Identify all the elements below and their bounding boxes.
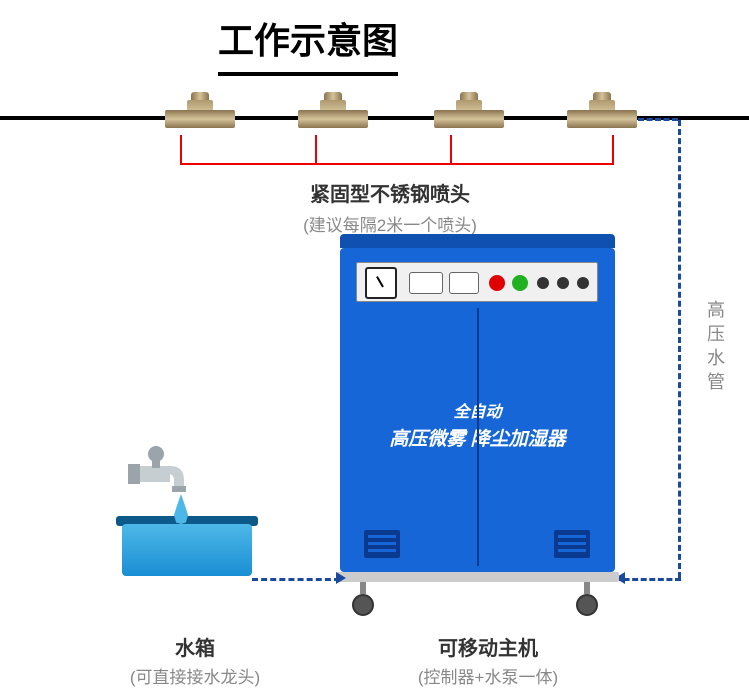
- water-in-pipe: [252, 578, 340, 581]
- spacing-bracket: [180, 135, 614, 165]
- host-label: 可移动主机 (控制器+水泵一体): [398, 632, 578, 688]
- nozzle: [434, 92, 504, 128]
- knob[interactable]: [557, 277, 569, 289]
- hp-pipe-vert: [678, 120, 681, 578]
- pressure-gauge: [365, 267, 397, 299]
- diagram-title: 工作示意图: [218, 12, 398, 76]
- host-label-sub: (控制器+水泵一体): [398, 663, 578, 688]
- vent: [364, 530, 400, 558]
- host-label-main: 可移动主机: [398, 632, 578, 661]
- caster: [352, 582, 374, 616]
- water-in-arrow-icon: [336, 572, 346, 584]
- hp-pipe-top: [638, 118, 678, 121]
- stop-button[interactable]: [489, 275, 505, 291]
- tank-label-sub: (可直接接水龙头): [110, 663, 280, 688]
- machine-base: [336, 572, 619, 582]
- control-panel: [356, 262, 598, 302]
- caster: [576, 582, 598, 616]
- display: [409, 272, 443, 294]
- display: [449, 272, 479, 294]
- start-button[interactable]: [512, 275, 528, 291]
- nozzle: [165, 92, 235, 128]
- nozzle: [298, 92, 368, 128]
- bracket-div: [450, 135, 452, 165]
- vent: [554, 530, 590, 558]
- nozzle: [567, 92, 637, 128]
- tank-label: 水箱 (可直接接水龙头): [110, 632, 280, 688]
- knob[interactable]: [577, 277, 589, 289]
- nozzle-label-main: 紧固型不锈钢喷头: [260, 178, 520, 207]
- knob[interactable]: [537, 277, 549, 289]
- nozzle-label-sub: (建议每隔2米一个喷头): [260, 211, 520, 236]
- water-tap-icon: [128, 440, 198, 525]
- tank-label-main: 水箱: [110, 632, 280, 661]
- machine-top: [340, 234, 615, 248]
- water-tank: [122, 524, 252, 576]
- door-seam: [477, 308, 479, 566]
- bracket-div: [315, 135, 317, 165]
- machine-body: 全自动 高压微雾 降尘加湿器: [340, 248, 615, 572]
- nozzle-label: 紧固型不锈钢喷头 (建议每隔2米一个喷头): [260, 178, 520, 236]
- hp-pipe-label: 高压水管: [702, 300, 728, 396]
